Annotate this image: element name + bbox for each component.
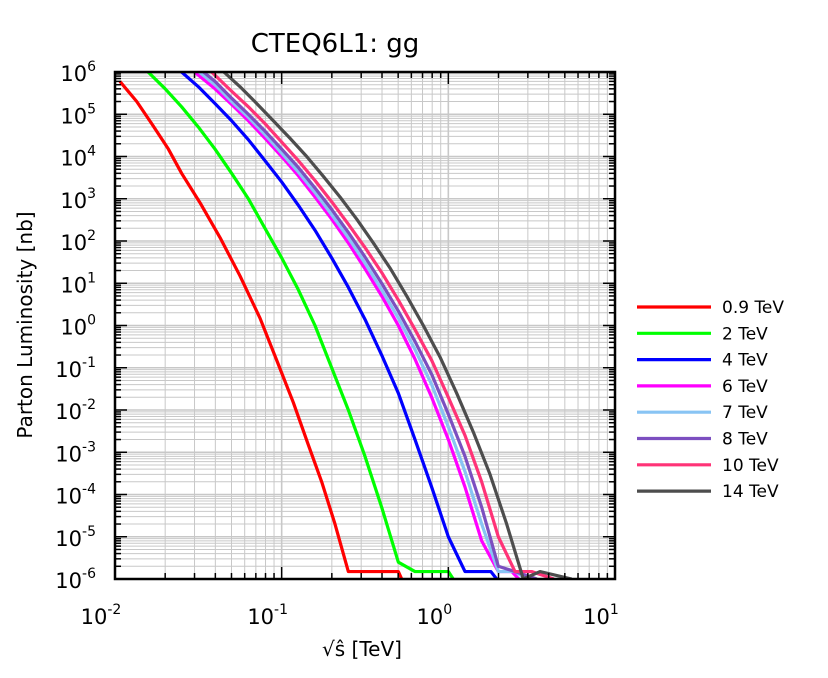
y-tick-label: 105 xyxy=(60,101,96,128)
legend-label: 7 TeV xyxy=(722,403,768,423)
y-tick-label: 104 xyxy=(60,144,96,171)
y-tick-label: 10-4 xyxy=(55,482,96,509)
series-line-5 xyxy=(202,72,538,579)
axis-ticks xyxy=(114,71,616,580)
y-tick-label: 10-5 xyxy=(55,524,96,551)
y-tick-label: 10-2 xyxy=(55,397,96,424)
series-line-7 xyxy=(222,72,573,579)
series-line-0 xyxy=(118,80,404,579)
series-line-1 xyxy=(146,72,455,579)
y-tick-label: 100 xyxy=(60,313,96,340)
legend-label: 4 TeV xyxy=(722,351,768,371)
legend-label: 10 TeV xyxy=(722,456,779,476)
x-axis-label-unit: [TeV] xyxy=(352,637,402,661)
legend: 0.9 TeV 2 TeV 4 TeV 6 TeV 7 TeV 8 TeV 10 TeV 14… xyxy=(637,298,784,502)
y-tick-label: 106 xyxy=(60,59,96,86)
x-tick-labels: 10-2 10-1 100 101 xyxy=(81,602,619,629)
y-tick-label: 10-1 xyxy=(55,355,96,382)
y-tick-label: 10-3 xyxy=(55,439,96,466)
x-tick-label: 101 xyxy=(583,602,619,629)
series-line-4 xyxy=(198,72,528,579)
legend-label: 14 TeV xyxy=(722,482,779,502)
series-lines xyxy=(118,72,573,579)
legend-label: 2 TeV xyxy=(722,324,768,344)
legend-label: 0.9 TeV xyxy=(722,298,784,318)
chart-title: CTEQ6L1: gg xyxy=(251,29,420,59)
series-line-6 xyxy=(210,72,555,579)
series-line-2 xyxy=(180,72,498,579)
legend-label: 8 TeV xyxy=(722,430,768,450)
y-axis-label: Parton Luminosity [nb] xyxy=(13,211,37,438)
x-tick-label: 10-1 xyxy=(247,602,288,629)
x-tick-label: 10-2 xyxy=(81,602,122,629)
y-tick-label: 10-6 xyxy=(55,566,96,593)
y-tick-labels: 106 105 104 103 102 101 100 10-1 10-2 10-3 10-4 10-… xyxy=(55,59,96,593)
y-tick-label: 102 xyxy=(60,228,96,255)
grid-lines xyxy=(114,72,615,580)
legend-label: 6 TeV xyxy=(722,377,768,397)
x-axis-label: √ŝ [TeV] xyxy=(322,637,402,661)
y-tick-label: 103 xyxy=(60,186,96,213)
x-axis-label-symbol: √ŝ xyxy=(322,637,345,661)
series-line-3 xyxy=(193,72,521,579)
y-tick-label: 101 xyxy=(60,270,96,297)
x-tick-label: 100 xyxy=(417,602,453,629)
